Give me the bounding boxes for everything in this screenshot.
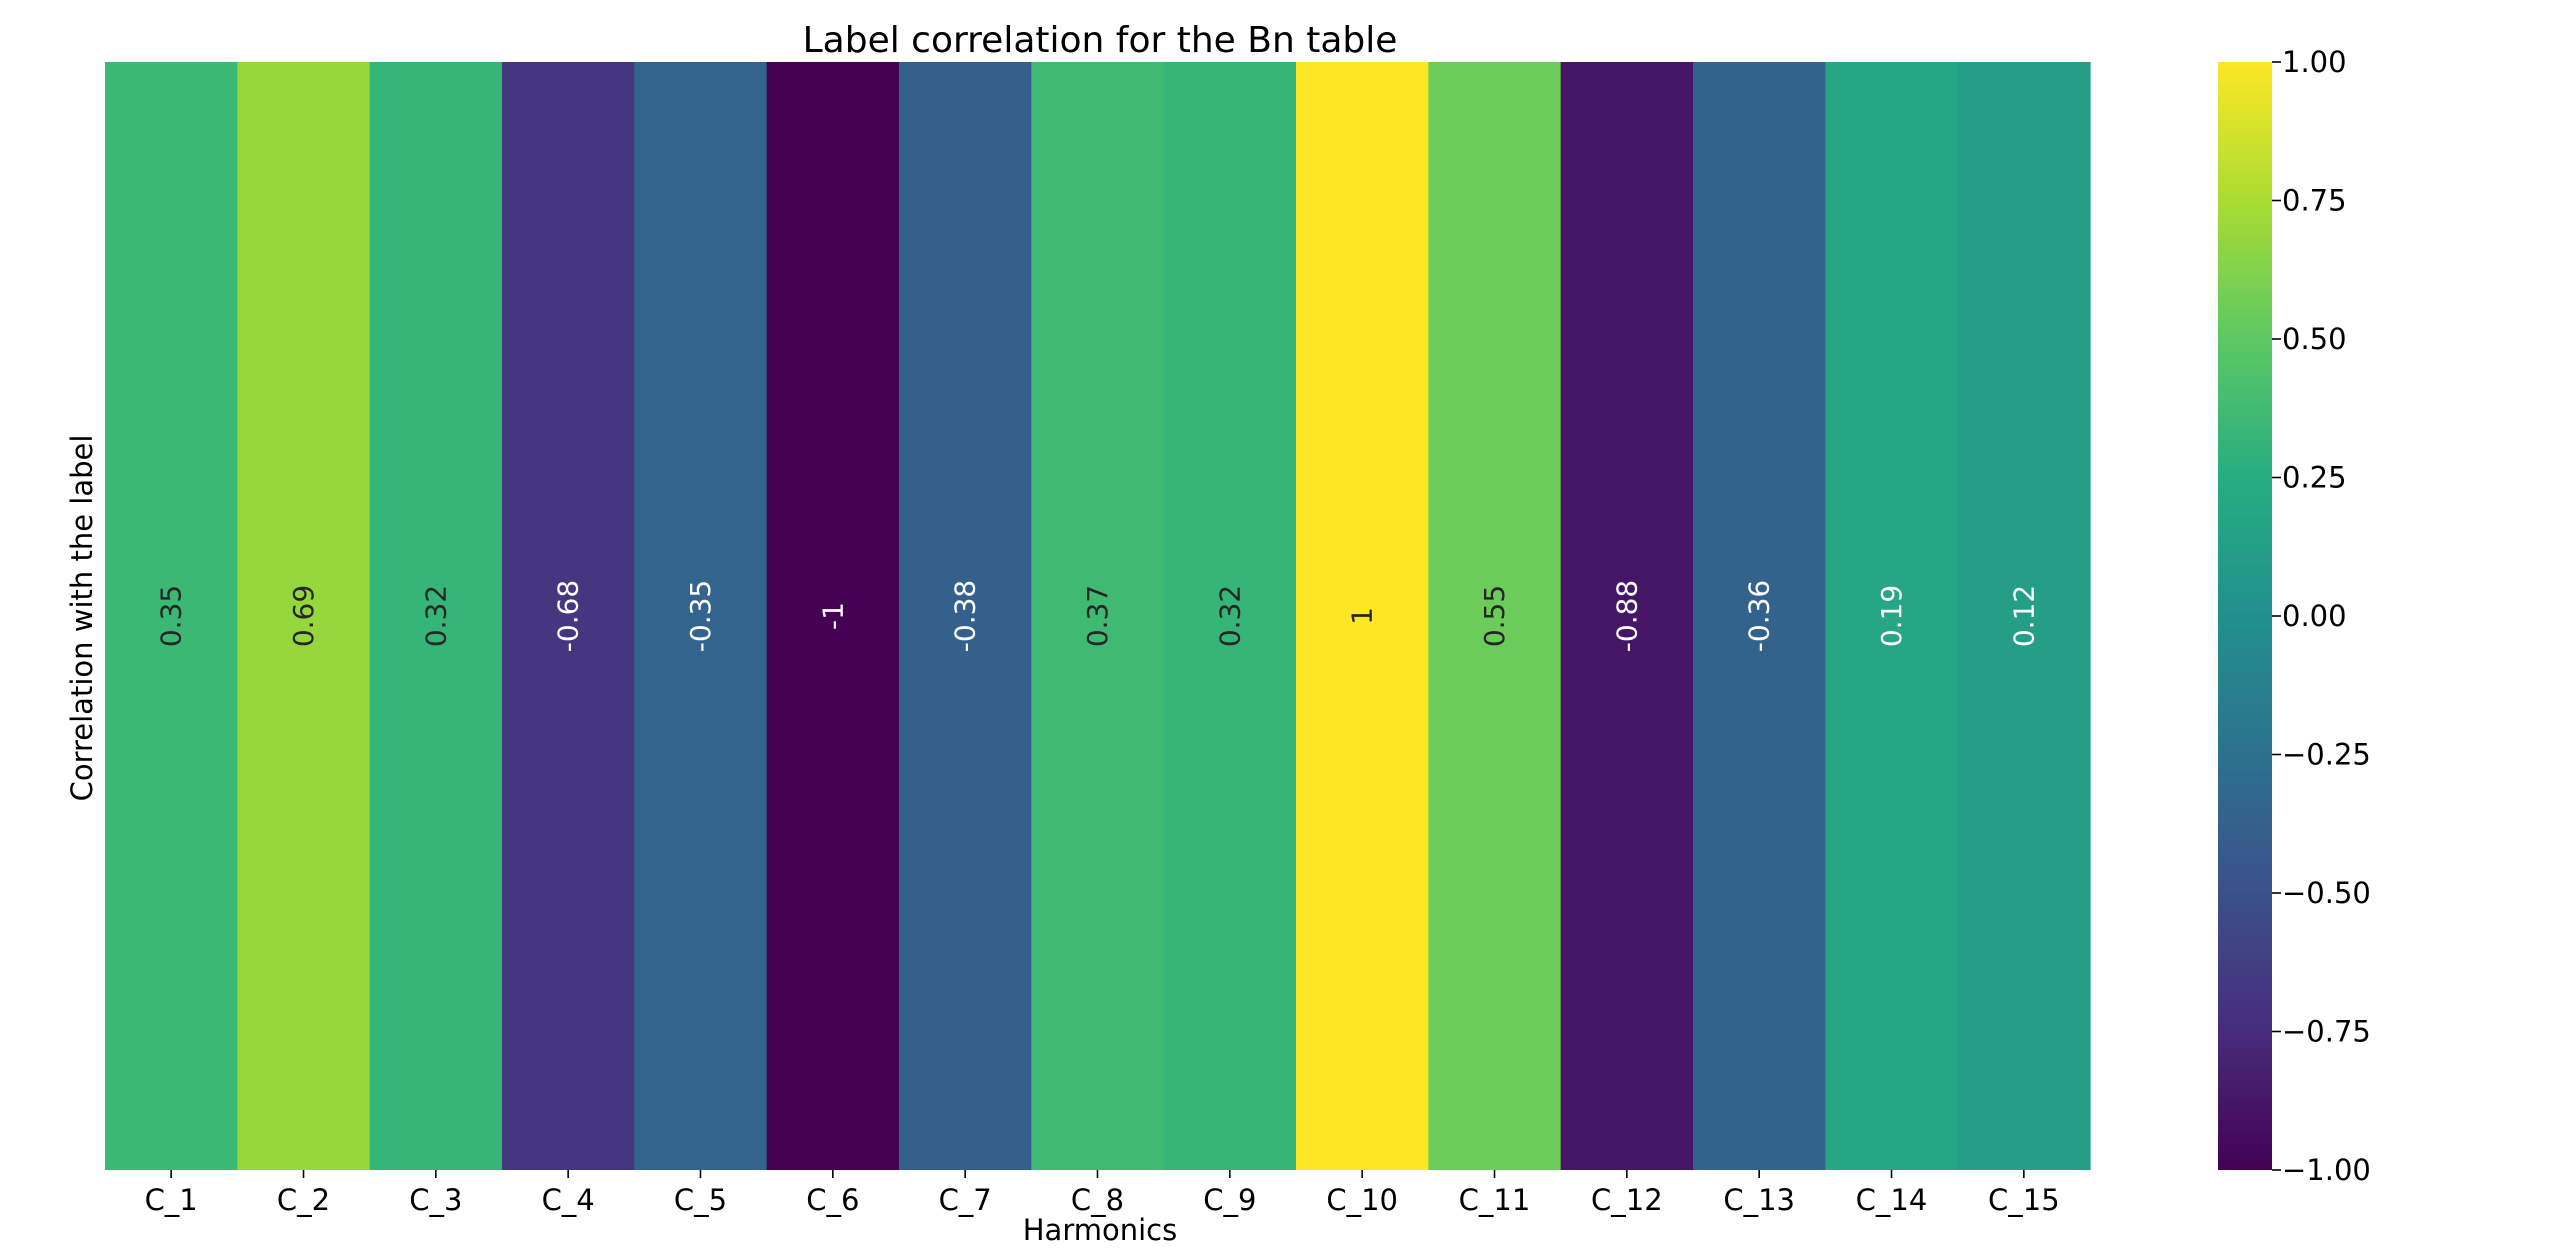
- heatmap-cell: [1957, 62, 2091, 1170]
- chart-title: Label correlation for the Bn table: [803, 20, 1398, 61]
- x-tick-label: C_7: [939, 1183, 992, 1217]
- cell-value-label: -0.35: [684, 580, 717, 652]
- colorbar-gradient: [2218, 62, 2272, 1170]
- heatmap-cell: [766, 62, 900, 1170]
- heatmap-cell: [1825, 62, 1959, 1170]
- x-tick-label: C_6: [806, 1183, 859, 1217]
- heatmap-cell: [1031, 62, 1165, 1170]
- cell-value-label: -0.38: [949, 580, 982, 652]
- cell-value-label: 0.55: [1478, 585, 1511, 647]
- colorbar-tick-label: 0.00: [2282, 599, 2347, 633]
- x-tick-label: C_11: [1459, 1183, 1531, 1217]
- colorbar-tick-label: −0.25: [2282, 738, 2371, 772]
- colorbar: 1.00 0.75 0.50 0.25 0.00 −0.25 −0.50 −0.75 −1.00: [2218, 45, 2371, 1187]
- cell-value-label: 0.69: [287, 585, 320, 647]
- heatmap-cell: [1296, 62, 1429, 1170]
- heatmap-cell: [369, 62, 503, 1170]
- heatmap-cell: [237, 62, 371, 1170]
- cell-value-label: -0.68: [552, 580, 585, 652]
- colorbar-tick-label: −0.75: [2282, 1015, 2371, 1049]
- cell-value-label: 0.32: [1213, 585, 1246, 647]
- x-axis: C_1 C_2 C_3 C_4 C_5 C_6 C_7 C_8 C_9 C_10 C_11 C_12 C…: [145, 1170, 2060, 1217]
- x-tick-label: C_4: [542, 1183, 595, 1217]
- colorbar-tick-label: −1.00: [2282, 1153, 2371, 1187]
- x-tick-label: C_1: [145, 1183, 198, 1217]
- cell-value-label: 0.37: [1081, 585, 1114, 647]
- heatmap-cell: [502, 62, 635, 1170]
- heatmap-cell: [1560, 62, 1694, 1170]
- colorbar-tick-label: 0.75: [2282, 184, 2347, 218]
- cell-value-label: 0.12: [2007, 585, 2040, 647]
- x-tick-label: C_2: [277, 1183, 330, 1217]
- cell-value-label: 0.32: [419, 585, 452, 647]
- x-tick-label: C_15: [1988, 1183, 2060, 1217]
- x-tick-label: C_12: [1591, 1183, 1663, 1217]
- cell-value-label: -0.88: [1610, 580, 1643, 652]
- x-axis-label: Harmonics: [1023, 1213, 1177, 1247]
- heatmap-cell: [1693, 62, 1826, 1170]
- x-tick-label: C_3: [409, 1183, 462, 1217]
- x-tick-label: C_13: [1723, 1183, 1795, 1217]
- colorbar-tick-label: 1.00: [2282, 45, 2347, 79]
- heatmap-cell: [1163, 62, 1297, 1170]
- heatmap-cell: [899, 62, 1032, 1170]
- x-tick-label: C_5: [674, 1183, 727, 1217]
- y-axis-label: Correlation with the label: [65, 435, 99, 802]
- cell-value-label: 1: [1346, 607, 1379, 625]
- heatmap-cell: [1428, 62, 1562, 1170]
- x-tick-label: C_9: [1203, 1183, 1256, 1217]
- cell-value-label: -0.36: [1743, 580, 1776, 652]
- heatmap-cell: [105, 62, 238, 1170]
- cell-value-label: 0.35: [155, 585, 188, 647]
- cell-value-label: -1: [816, 602, 849, 630]
- colorbar-tick-label: 0.25: [2282, 461, 2347, 495]
- colorbar-tick-label: 0.50: [2282, 322, 2347, 356]
- x-tick-label: C_14: [1856, 1183, 1928, 1217]
- x-tick-label: C_8: [1071, 1183, 1124, 1217]
- x-tick-label: C_10: [1326, 1183, 1398, 1217]
- heatmap-cell: [634, 62, 768, 1170]
- colorbar-tick-label: −0.50: [2282, 876, 2371, 910]
- heatmap-cells: 0.35 0.69 0.32 -0.68 -0.35 -1 -0.38 0.37 0.32 1 0.…: [105, 62, 2091, 1170]
- cell-value-label: 0.19: [1875, 585, 1908, 647]
